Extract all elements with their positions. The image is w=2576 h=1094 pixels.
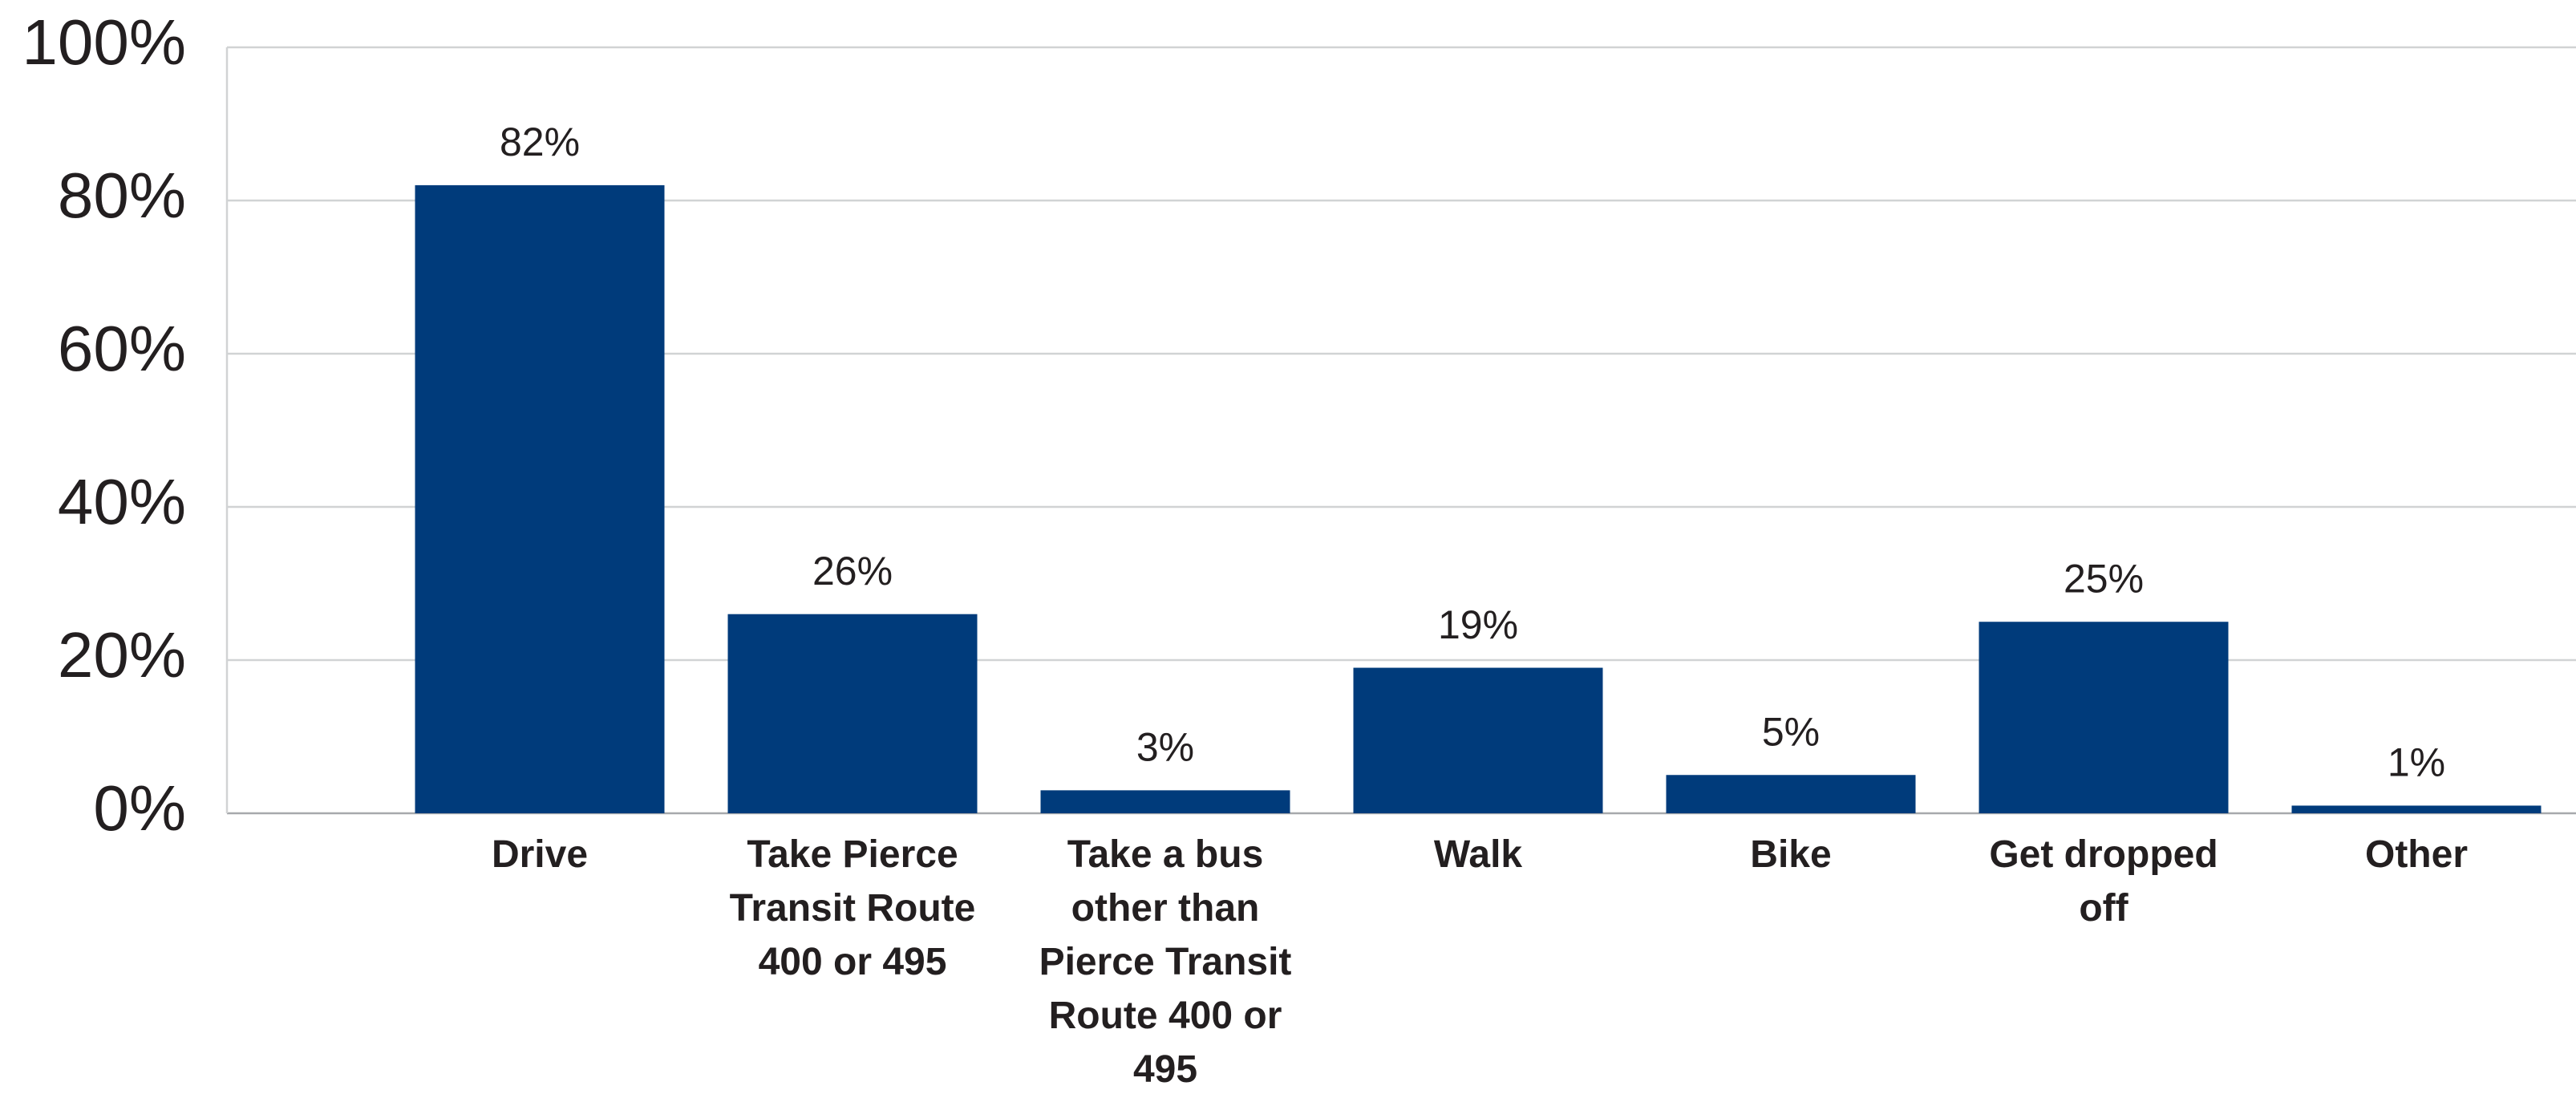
bar bbox=[2291, 805, 2542, 813]
label-line: Get dropped bbox=[1989, 833, 2218, 876]
label-line: other than bbox=[1071, 887, 1260, 930]
y-tick-label: 60% bbox=[58, 313, 186, 384]
x-tick-label: Other bbox=[2365, 833, 2468, 876]
value-label: 1% bbox=[2388, 740, 2445, 785]
bar bbox=[415, 184, 665, 813]
label-line: Bike bbox=[1750, 833, 1831, 876]
bar bbox=[1040, 790, 1290, 813]
x-tick-label: Get dropped off bbox=[1989, 833, 2218, 930]
label-line: Pierce Transit bbox=[1039, 941, 1292, 983]
label-line: Walk bbox=[1434, 833, 1523, 876]
x-tick-label: Bike bbox=[1750, 833, 1831, 876]
y-tick-label: 100% bbox=[22, 6, 186, 78]
y-tick-label: 80% bbox=[58, 160, 186, 231]
x-tick-label: Take Pierce Transit Route 400 or 495 bbox=[730, 833, 976, 983]
label-line: Drive bbox=[492, 833, 588, 876]
value-label: 5% bbox=[1762, 709, 1820, 754]
y-tick-label: 40% bbox=[58, 466, 186, 537]
value-label: 82% bbox=[500, 120, 580, 164]
value-label: 3% bbox=[1136, 725, 1194, 770]
bar bbox=[1666, 775, 1916, 813]
x-tick-label: Walk bbox=[1434, 833, 1523, 876]
label-line: Transit Route bbox=[730, 887, 976, 930]
label-line: Other bbox=[2365, 833, 2468, 876]
bar bbox=[1979, 622, 2229, 813]
value-label: 26% bbox=[812, 549, 893, 594]
label-line: Take a bus bbox=[1067, 833, 1264, 876]
y-tick-label: 0% bbox=[93, 772, 186, 844]
bar bbox=[1353, 667, 1603, 813]
label-line: 495 bbox=[1133, 1048, 1197, 1091]
label-line: 400 or 495 bbox=[759, 941, 947, 983]
value-label: 19% bbox=[1438, 602, 1518, 647]
y-tick-label: 20% bbox=[58, 619, 186, 691]
label-line: off bbox=[2079, 887, 2128, 930]
label-line: Route 400 or bbox=[1049, 995, 1282, 1037]
x-tick-label: Drive bbox=[492, 833, 588, 876]
x-tick-label: Take a bus other than Pierce Transit Route … bbox=[1039, 833, 1292, 1091]
bar bbox=[727, 614, 978, 813]
label-line: Take Pierce bbox=[747, 833, 958, 876]
value-label: 25% bbox=[2064, 556, 2144, 601]
